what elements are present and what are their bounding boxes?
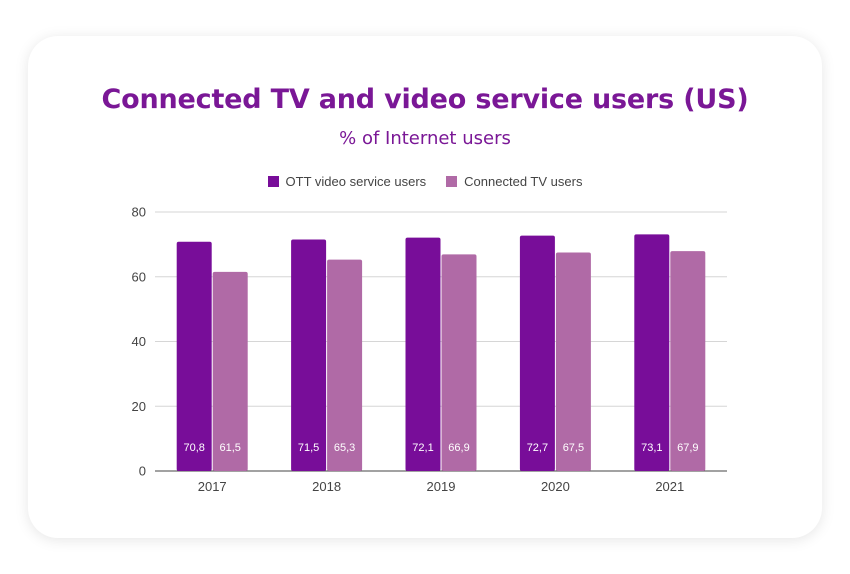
chart-legend: OTT video service users Connected TV use… [0, 174, 850, 189]
x-tick-label: 2018 [312, 479, 341, 494]
data-label: 71,5 [298, 442, 319, 454]
x-tick-label: 2017 [198, 479, 227, 494]
bar-ctv [327, 259, 363, 471]
bar-ott [176, 241, 212, 471]
legend-item-ctv: Connected TV users [446, 174, 582, 189]
data-label: 70,8 [183, 442, 204, 454]
data-label: 66,9 [448, 442, 469, 454]
data-label: 67,5 [563, 442, 584, 454]
bar-ott [634, 234, 670, 471]
legend-label-ott: OTT video service users [285, 174, 427, 189]
legend-swatch-ctv [446, 176, 458, 187]
y-tick-label: 40 [132, 334, 146, 349]
chart-subtitle: % of Internet users [339, 128, 511, 149]
x-tick-label: 2021 [655, 479, 684, 494]
x-tick-label: 2019 [427, 479, 456, 494]
data-label: 67,9 [677, 442, 698, 454]
data-label: 72,7 [527, 442, 548, 454]
bar-ctv [555, 252, 591, 471]
legend-item-ott: OTT video service users [267, 174, 427, 189]
bar-ott [291, 239, 327, 471]
data-label: 61,5 [219, 442, 240, 454]
data-label: 73,1 [641, 442, 662, 454]
chart-title: Connected TV and video service users (US… [101, 84, 749, 115]
y-tick-label: 20 [132, 399, 146, 414]
x-tick-label: 2020 [541, 479, 570, 494]
bar-ott [519, 235, 555, 471]
bar-ctv [212, 271, 248, 471]
bar-ott [405, 237, 441, 471]
data-label: 72,1 [412, 442, 433, 454]
y-tick-label: 60 [132, 269, 146, 284]
bar-ctv [670, 251, 706, 471]
legend-swatch-ott [267, 176, 279, 187]
data-label: 65,3 [334, 442, 355, 454]
y-tick-label: 80 [132, 205, 146, 220]
y-tick-label: 0 [139, 464, 146, 479]
bar-ctv [441, 254, 477, 471]
legend-label-ctv: Connected TV users [464, 174, 583, 189]
